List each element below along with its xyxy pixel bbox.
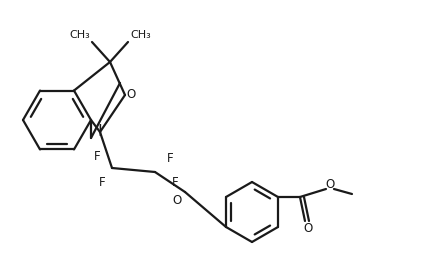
Text: F: F — [167, 152, 173, 165]
Text: CH₃: CH₃ — [69, 30, 90, 40]
Text: F: F — [94, 150, 100, 162]
Text: O: O — [326, 178, 335, 191]
Text: O: O — [303, 222, 313, 236]
Text: F: F — [172, 175, 178, 188]
Text: O: O — [172, 193, 181, 206]
Text: F: F — [99, 175, 105, 188]
Text: O: O — [126, 88, 135, 101]
Text: CH₃: CH₃ — [130, 30, 151, 40]
Text: I: I — [98, 125, 102, 140]
